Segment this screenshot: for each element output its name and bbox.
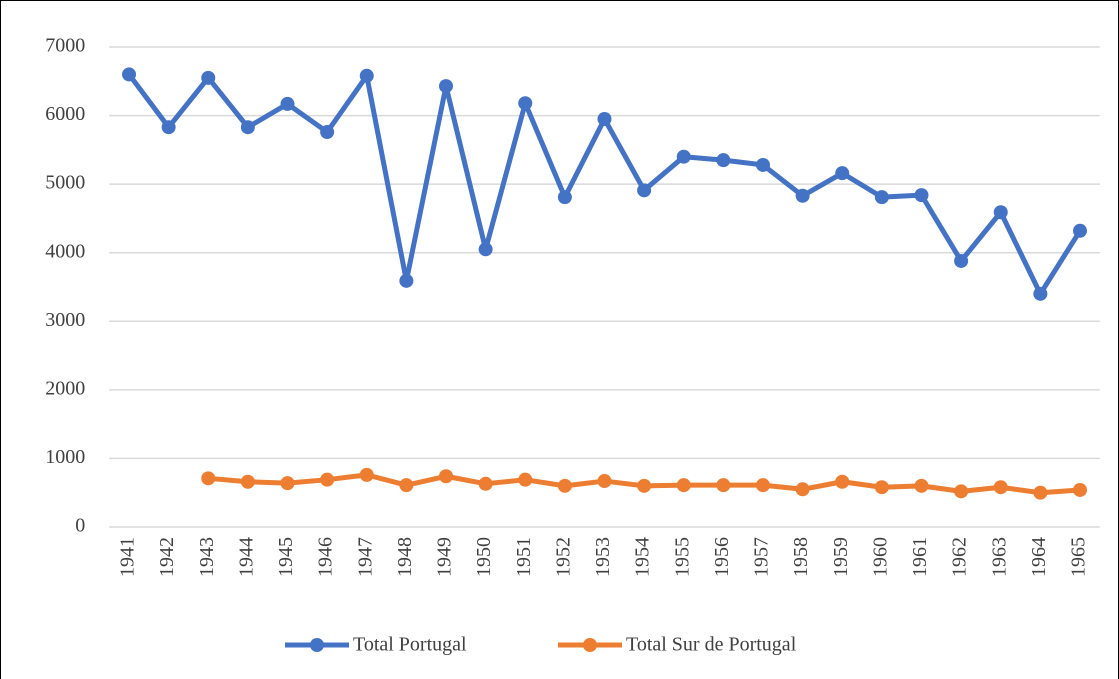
data-point bbox=[557, 478, 572, 493]
data-point bbox=[478, 242, 493, 257]
x-tick-label: 1948 bbox=[394, 537, 416, 577]
legend-marker bbox=[310, 638, 324, 652]
x-tick-label: 1952 bbox=[552, 537, 574, 577]
data-point bbox=[439, 79, 454, 94]
x-tick-label: 1951 bbox=[513, 537, 535, 577]
x-tick-label: 1956 bbox=[711, 537, 733, 577]
x-tick-label: 1950 bbox=[473, 537, 495, 577]
data-point bbox=[1033, 286, 1048, 301]
data-point bbox=[1072, 223, 1087, 238]
data-point bbox=[993, 480, 1008, 495]
data-point bbox=[557, 190, 572, 205]
x-tick-label: 1955 bbox=[671, 537, 693, 577]
data-point bbox=[240, 474, 255, 489]
data-point bbox=[795, 482, 810, 497]
data-point bbox=[518, 472, 533, 487]
data-point bbox=[122, 67, 137, 82]
legend-marker bbox=[583, 638, 597, 652]
data-point bbox=[399, 273, 414, 288]
x-tick-label: 1954 bbox=[632, 537, 654, 577]
data-point bbox=[716, 478, 731, 493]
x-tick-label: 1953 bbox=[592, 537, 614, 577]
data-point bbox=[280, 96, 295, 111]
x-tick-label: 1957 bbox=[751, 537, 773, 577]
data-point bbox=[240, 120, 255, 135]
data-point bbox=[993, 205, 1008, 220]
data-point bbox=[676, 149, 691, 164]
data-point bbox=[755, 157, 770, 172]
data-point bbox=[914, 188, 929, 203]
y-tick-label: 2000 bbox=[45, 377, 85, 399]
x-tick-label: 1961 bbox=[909, 537, 931, 577]
x-tick-label: 1942 bbox=[156, 537, 178, 577]
x-tick-label: 1959 bbox=[830, 537, 852, 577]
x-tick-label: 1963 bbox=[988, 537, 1010, 577]
x-tick-label: 1947 bbox=[354, 537, 376, 577]
x-tick-label: 1946 bbox=[315, 537, 337, 577]
data-point bbox=[637, 183, 652, 198]
data-point bbox=[320, 472, 335, 487]
x-tick-label: 1944 bbox=[235, 537, 257, 577]
data-point bbox=[795, 188, 810, 203]
y-tick-label: 3000 bbox=[45, 309, 85, 331]
data-point bbox=[161, 120, 176, 135]
x-tick-label: 1962 bbox=[949, 537, 971, 577]
data-point bbox=[359, 467, 374, 482]
data-point bbox=[676, 478, 691, 493]
x-tick-label: 1949 bbox=[434, 537, 456, 577]
data-point bbox=[597, 112, 612, 126]
y-tick-label: 7000 bbox=[45, 35, 85, 57]
data-point bbox=[874, 190, 889, 205]
data-point bbox=[954, 484, 969, 499]
data-point bbox=[478, 476, 493, 491]
legend-label: Total Portugal bbox=[353, 634, 467, 656]
data-point bbox=[835, 166, 850, 181]
data-point bbox=[1072, 482, 1087, 497]
y-tick-label: 0 bbox=[75, 515, 85, 537]
data-point bbox=[399, 478, 414, 493]
data-point bbox=[755, 478, 770, 493]
data-point bbox=[914, 478, 929, 493]
data-point bbox=[874, 480, 889, 495]
data-point bbox=[597, 474, 612, 489]
data-point bbox=[637, 478, 652, 493]
data-point bbox=[359, 68, 374, 83]
data-point bbox=[954, 253, 969, 268]
data-point bbox=[201, 471, 216, 486]
y-tick-label: 4000 bbox=[45, 240, 85, 262]
data-point bbox=[320, 125, 335, 140]
data-point bbox=[518, 96, 533, 111]
x-tick-label: 1958 bbox=[790, 537, 812, 577]
x-tick-label: 1965 bbox=[1068, 537, 1090, 577]
data-point bbox=[1033, 485, 1048, 500]
x-tick-label: 1964 bbox=[1028, 537, 1050, 577]
data-point bbox=[201, 70, 216, 85]
data-point bbox=[439, 469, 454, 484]
x-tick-label: 1941 bbox=[117, 537, 139, 577]
x-tick-label: 1943 bbox=[196, 537, 218, 577]
legend-label: Total Sur de Portugal bbox=[626, 634, 797, 656]
y-tick-label: 1000 bbox=[45, 446, 85, 468]
y-tick-label: 5000 bbox=[45, 172, 85, 194]
x-tick-label: 1960 bbox=[869, 537, 891, 577]
x-tick-label: 1945 bbox=[275, 537, 297, 577]
data-point bbox=[835, 474, 850, 489]
data-point bbox=[716, 153, 731, 168]
y-tick-label: 6000 bbox=[45, 103, 85, 125]
data-point bbox=[280, 476, 295, 491]
